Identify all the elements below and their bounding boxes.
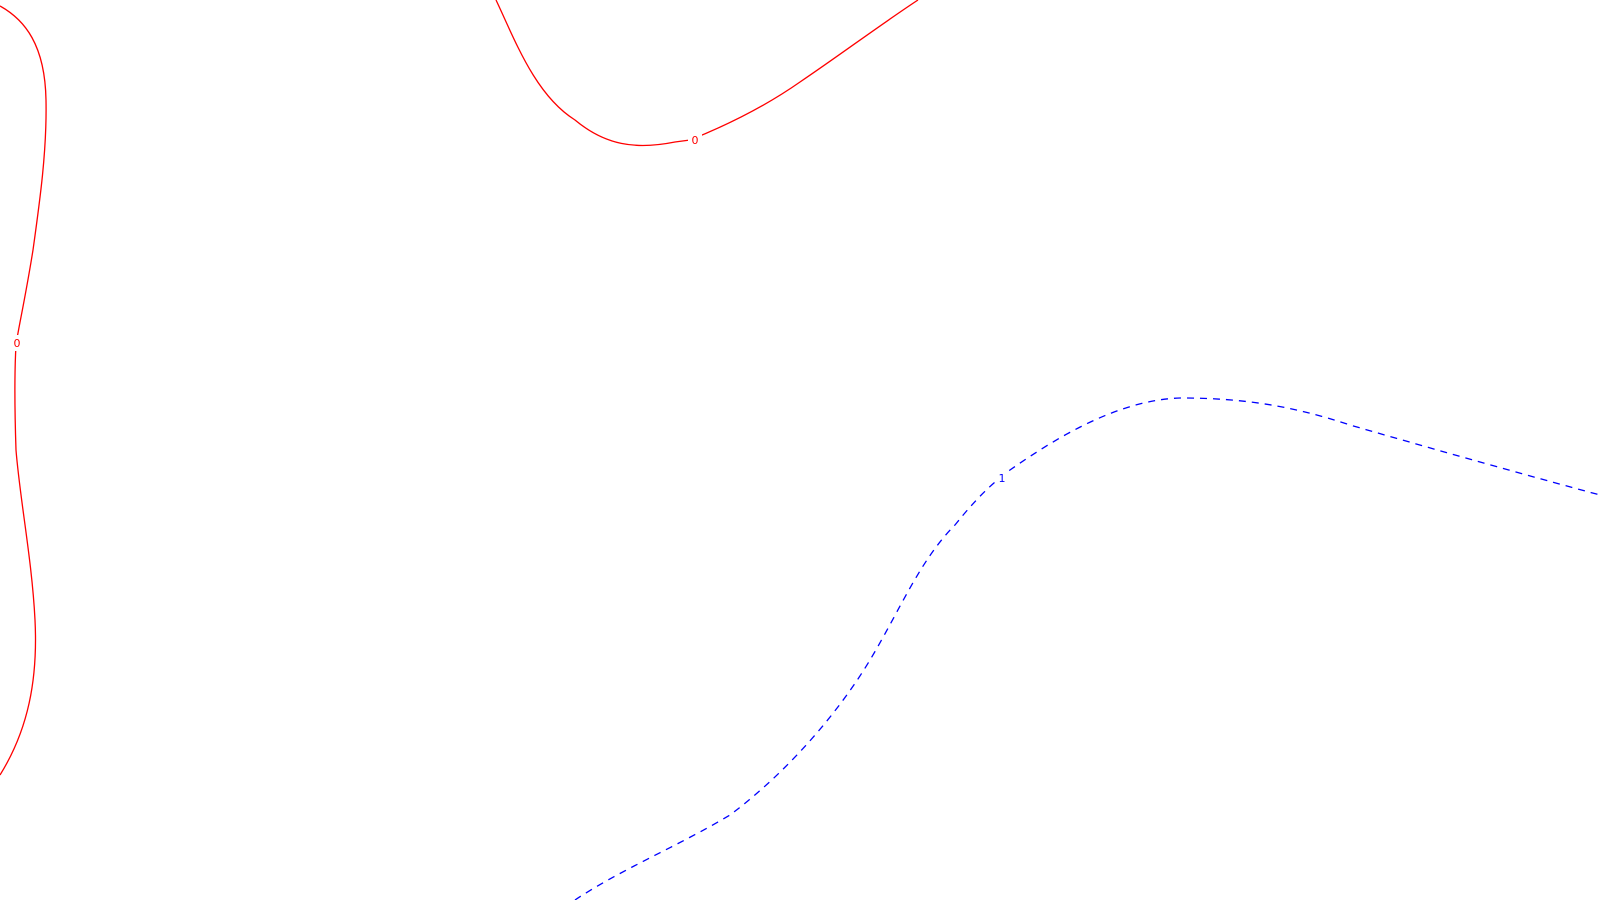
contour-1-label-bg [995,470,1009,486]
contour-1: 1 [574,397,1600,900]
contour-0-top-label: 0 [692,134,699,147]
contour-0-top: 0 [495,0,919,149]
contour-0-top-label-bg [688,133,702,149]
contour-0-left: 0 [0,5,47,776]
contour-0-left-line [0,5,47,776]
contour-0-left-label: 0 [14,337,21,350]
contour-0-left-label-bg [11,335,23,351]
contour-1-line [574,397,1600,900]
contour-0-top-line [495,0,919,147]
contour-1-label: 1 [999,472,1006,485]
